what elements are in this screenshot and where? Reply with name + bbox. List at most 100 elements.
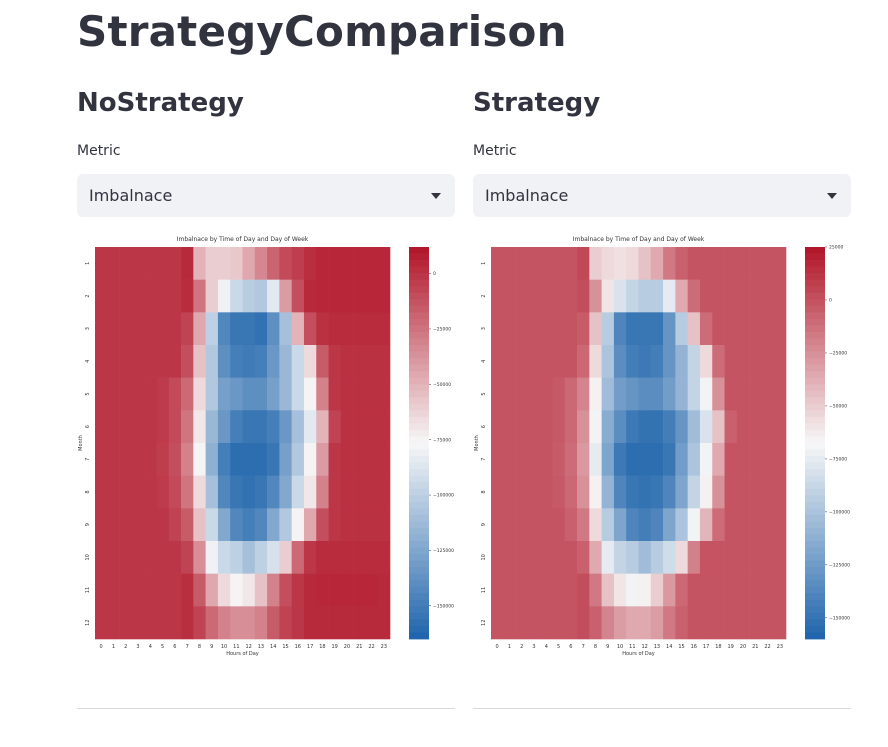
heatmap-cell (181, 573, 194, 607)
heatmap-cell (291, 345, 305, 378)
x-tick-label: 20 (344, 644, 350, 650)
colorbar-segment (805, 331, 825, 339)
x-tick-label: 20 (740, 644, 746, 650)
metric-select[interactable]: Imbalnace (77, 174, 455, 217)
colorbar-segment (409, 305, 429, 313)
colorbar-segment (409, 390, 429, 398)
heatmap-cell (650, 443, 664, 476)
heatmap-cell (663, 541, 676, 574)
y-tick-label: 3 (85, 327, 91, 330)
colorbar-tick-label: −150000 (829, 615, 850, 621)
divider (77, 708, 455, 709)
colorbar-segment (409, 279, 429, 287)
x-tick-label: 17 (307, 644, 313, 650)
heatmap-cell (650, 606, 664, 640)
heatmap-cell (601, 508, 615, 542)
heatmap-cell (340, 279, 354, 313)
heatmap-cell (95, 247, 108, 280)
heatmap-cell (242, 312, 256, 346)
colorbar-segment (805, 462, 825, 470)
colorbar-tick-label: −100000 (433, 493, 454, 499)
heatmap-cell (638, 377, 652, 411)
colorbar-segment (805, 371, 825, 379)
y-tick-label: 7 (85, 458, 91, 461)
heatmap-cell (340, 475, 354, 509)
heatmap-cell (712, 345, 725, 378)
heatmap-cell (205, 475, 219, 509)
heatmap-cell (675, 443, 688, 476)
heatmap-cell (181, 312, 194, 346)
heatmap-cell (724, 279, 738, 313)
colorbar-segment (805, 318, 825, 326)
colorbar-tick-label: −25000 (829, 351, 847, 357)
heatmap-cell (650, 541, 664, 574)
heatmap-cell (638, 541, 652, 574)
colorbar-segment (805, 488, 825, 496)
colorbar-segment (805, 410, 825, 418)
heatmap-cell (527, 279, 541, 313)
heatmap-cell (168, 410, 182, 444)
colorbar-segment (409, 580, 429, 588)
heatmap-cell (626, 312, 639, 346)
heatmap-cell (328, 606, 342, 640)
x-tick-label: 1 (508, 644, 511, 650)
heatmap-cell (291, 377, 305, 411)
y-tick-label: 5 (481, 392, 487, 395)
heatmap-cell (491, 541, 504, 574)
heatmap-cell (773, 410, 787, 444)
heatmap-cell (267, 377, 280, 411)
metric-label: Metric (473, 143, 517, 159)
heatmap-cell (303, 541, 317, 574)
heatmap-cell (353, 606, 366, 640)
x-tick-label: 4 (149, 644, 152, 650)
heatmap-cell (650, 573, 664, 607)
heatmap-cell (205, 312, 219, 346)
heatmap-cell (193, 247, 206, 280)
heatmap-cell (328, 508, 342, 542)
heatmap-cell (687, 377, 701, 411)
heatmap-cell (303, 475, 317, 509)
heatmap-cell (168, 541, 182, 574)
heatmap-cell (291, 573, 305, 607)
heatmap-cell (675, 410, 688, 444)
colorbar-segment (409, 338, 429, 346)
heatmap-cell (527, 475, 541, 509)
heatmap-cell (205, 410, 219, 444)
heatmap-cell (316, 345, 329, 378)
heatmap-cell (491, 345, 504, 378)
colorbar-segment (805, 573, 825, 581)
heatmap-cell (156, 541, 170, 574)
x-tick-label: 6 (569, 644, 572, 650)
y-tick-label: 10 (85, 554, 91, 560)
heatmap-cell (650, 247, 664, 280)
heatmap-cell (675, 279, 688, 313)
heatmap-cell (491, 573, 504, 607)
colorbar-segment (409, 358, 429, 365)
heatmap-cell (650, 312, 664, 346)
heatmap-cell (712, 377, 725, 411)
heatmap-cell (552, 410, 566, 444)
heatmap-cell (749, 312, 762, 346)
metric-select[interactable]: Imbalnace (473, 174, 851, 217)
heatmap-cell (613, 541, 627, 574)
heatmap-cell (638, 410, 652, 444)
heatmap-cell (761, 443, 775, 476)
heatmap-cell (540, 573, 553, 607)
heatmap-cell (638, 475, 652, 509)
y-tick-label: 2 (85, 294, 91, 297)
heatmap-cell (601, 247, 615, 280)
heatmap-cell (365, 606, 379, 640)
heatmap-cell (291, 541, 305, 574)
heatmap-cell (193, 508, 206, 542)
heatmap-cell (761, 377, 775, 411)
heatmap-cell (564, 410, 578, 444)
heatmap-cell (552, 377, 566, 411)
heatmap-cell (675, 508, 688, 542)
heatmap-cell (736, 508, 750, 542)
colorbar-segment (409, 593, 429, 601)
colorbar-segment (409, 567, 429, 575)
heatmap-cell (119, 606, 133, 640)
heatmap-cell (291, 247, 305, 280)
heatmap-cell (230, 377, 243, 411)
x-tick-label: 21 (752, 644, 758, 650)
